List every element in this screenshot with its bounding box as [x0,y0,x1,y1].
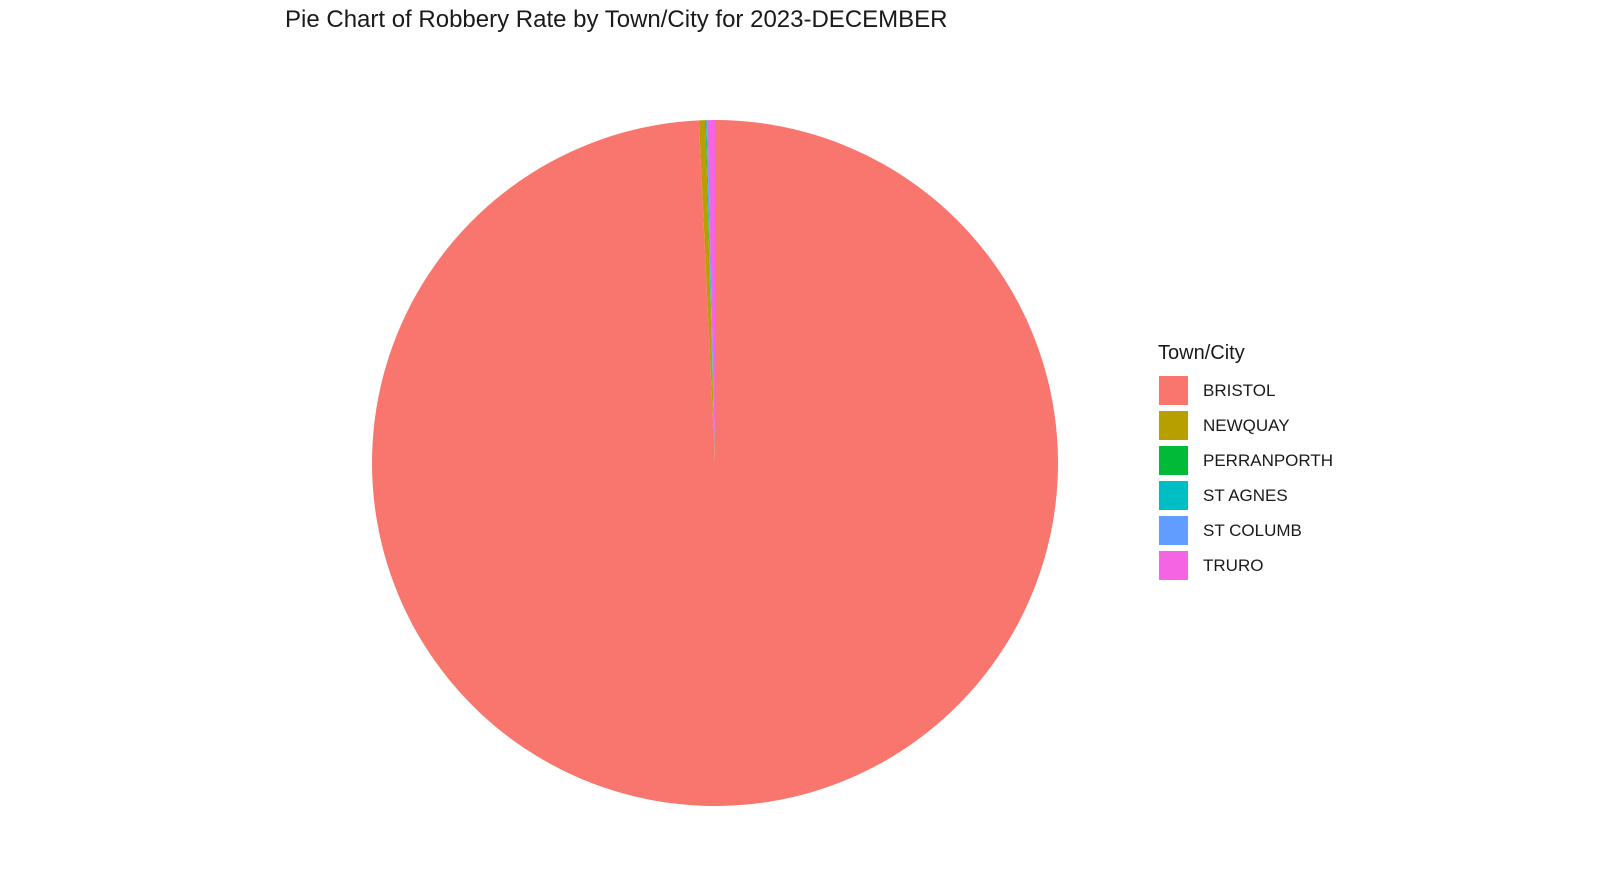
pie-slice-newquay [698,120,715,464]
pie-slice-st-columb [706,120,715,463]
legend-swatch [1158,480,1189,511]
legend-item-perranporth: PERRANPORTH [1158,443,1333,478]
legend-swatch [1158,550,1189,581]
legend-swatch [1158,375,1189,406]
legend-label: ST COLUMB [1203,520,1302,540]
pie-slice-perranporth [705,120,715,463]
chart-title: Pie Chart of Robbery Rate by Town/City f… [285,6,948,33]
legend-item-bristol: BRISTOL [1158,373,1333,408]
legend-swatch [1158,515,1189,546]
pie-slice-truro [707,120,715,463]
legend-label: NEWQUAY [1203,415,1290,435]
legend-item-st-agnes: ST AGNES [1158,478,1333,513]
legend-label: BRISTOL [1203,380,1276,400]
legend-item-truro: TRURO [1158,548,1333,583]
legend-label: ST AGNES [1203,485,1288,505]
legend-title: Town/City [1158,342,1245,364]
legend-item-newquay: NEWQUAY [1158,408,1333,443]
legend-label: PERRANPORTH [1203,450,1334,470]
legend-swatch [1158,445,1189,476]
legend-item-st-columb: ST COLUMB [1158,513,1333,548]
legend-items: BRISTOL NEWQUAY PERRANPORTH ST AGNES ST COLU… [1158,373,1333,583]
legend: Town/City BRISTOL NEWQUAY PERRANPORTH ST AG… [1158,342,1333,583]
pie-slice-bristol [372,120,1059,806]
pie-slice-st-agnes [705,120,715,463]
legend-swatch [1158,410,1189,441]
pie-slices [372,120,1059,806]
legend-label: TRURO [1203,555,1264,575]
